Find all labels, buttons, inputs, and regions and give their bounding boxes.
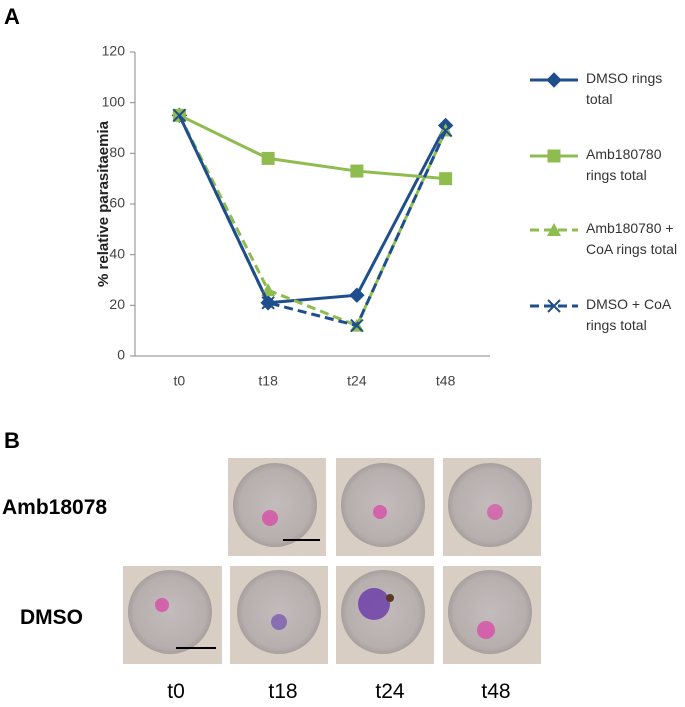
marker	[439, 172, 453, 186]
series-line	[178, 114, 447, 328]
micrograph	[228, 458, 326, 556]
marker	[261, 151, 275, 165]
series-line	[178, 113, 446, 181]
y-axis-label: % relative parasitaemia	[95, 120, 112, 287]
x-tick-label: t24	[347, 373, 367, 389]
y-tick-label: 0	[117, 347, 125, 363]
x-tick-label: t18	[258, 373, 278, 389]
y-tick-label: 100	[102, 93, 126, 109]
legend-label: DMSO rings total	[586, 70, 663, 107]
y-tick-label: 120	[102, 43, 126, 59]
time-label: t0	[167, 680, 185, 703]
x-tick-label: t48	[436, 373, 456, 389]
time-label: t48	[481, 680, 511, 703]
marker	[438, 123, 453, 138]
micrograph	[443, 566, 541, 664]
time-label: t24	[375, 680, 405, 703]
micrograph	[443, 458, 541, 556]
marker	[350, 318, 364, 333]
row-label: DMSO	[20, 606, 83, 629]
micrograph	[336, 458, 434, 556]
marker	[172, 108, 187, 123]
x-tick-label: t0	[174, 373, 186, 389]
micrograph	[230, 566, 328, 664]
legend-label: Amb180780 + CoA rings total	[586, 220, 678, 257]
legend-label: DMSO + CoA rings total	[586, 296, 671, 333]
chart: % relative parasitaemia 0 20 40 60 80 100 120 t…	[95, 43, 578, 389]
row-label: Amb18078	[2, 496, 108, 519]
y-tick-label: 40	[109, 245, 125, 261]
y-tick-label: 60	[109, 195, 125, 211]
marker	[547, 223, 561, 236]
y-tick-label: 80	[109, 144, 125, 160]
legend-label: Amb180780 rings total	[586, 146, 662, 183]
marker	[547, 299, 561, 313]
micrograph	[123, 566, 222, 664]
marker	[350, 164, 364, 178]
marker	[547, 149, 561, 163]
marker	[546, 72, 562, 88]
y-tick-label: 20	[109, 296, 125, 312]
panel-label: B	[4, 428, 20, 453]
series-line	[178, 114, 447, 305]
time-label: t18	[268, 680, 298, 703]
micrograph	[336, 566, 434, 664]
marker	[261, 296, 275, 310]
marker	[349, 287, 365, 303]
panel-label: A	[4, 4, 20, 29]
